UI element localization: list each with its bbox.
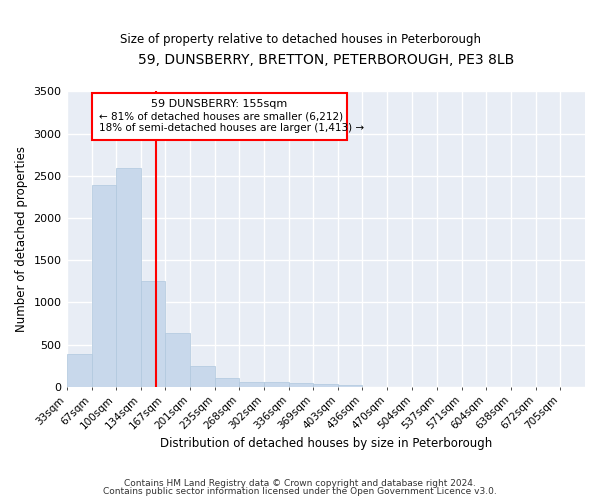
Title: 59, DUNSBERRY, BRETTON, PETERBOROUGH, PE3 8LB: 59, DUNSBERRY, BRETTON, PETERBOROUGH, PE… (137, 52, 514, 66)
Bar (313, 384, 338, 387)
Bar (67, 354, 92, 387)
Text: Contains HM Land Registry data © Crown copyright and database right 2024.: Contains HM Land Registry data © Crown c… (124, 478, 476, 488)
Bar (289, 382, 313, 387)
Bar (116, 168, 141, 387)
Text: Contains public sector information licensed under the Open Government Licence v3: Contains public sector information licen… (103, 487, 497, 496)
Bar (141, 280, 165, 387)
Text: 18% of semi-detached houses are larger (1,413) →: 18% of semi-detached houses are larger (… (99, 124, 364, 134)
Bar (215, 378, 239, 387)
FancyBboxPatch shape (92, 93, 347, 140)
Bar (92, 185, 116, 387)
Text: ← 81% of detached houses are smaller (6,212): ← 81% of detached houses are smaller (6,… (99, 112, 343, 122)
Bar (239, 382, 264, 387)
Bar (264, 382, 289, 387)
Y-axis label: Number of detached properties: Number of detached properties (15, 146, 28, 332)
Bar (338, 386, 362, 387)
Bar (165, 333, 190, 387)
Text: 59 DUNSBERRY: 155sqm: 59 DUNSBERRY: 155sqm (151, 99, 287, 109)
Bar (190, 366, 215, 387)
Text: Size of property relative to detached houses in Peterborough: Size of property relative to detached ho… (119, 32, 481, 46)
X-axis label: Distribution of detached houses by size in Peterborough: Distribution of detached houses by size … (160, 437, 492, 450)
